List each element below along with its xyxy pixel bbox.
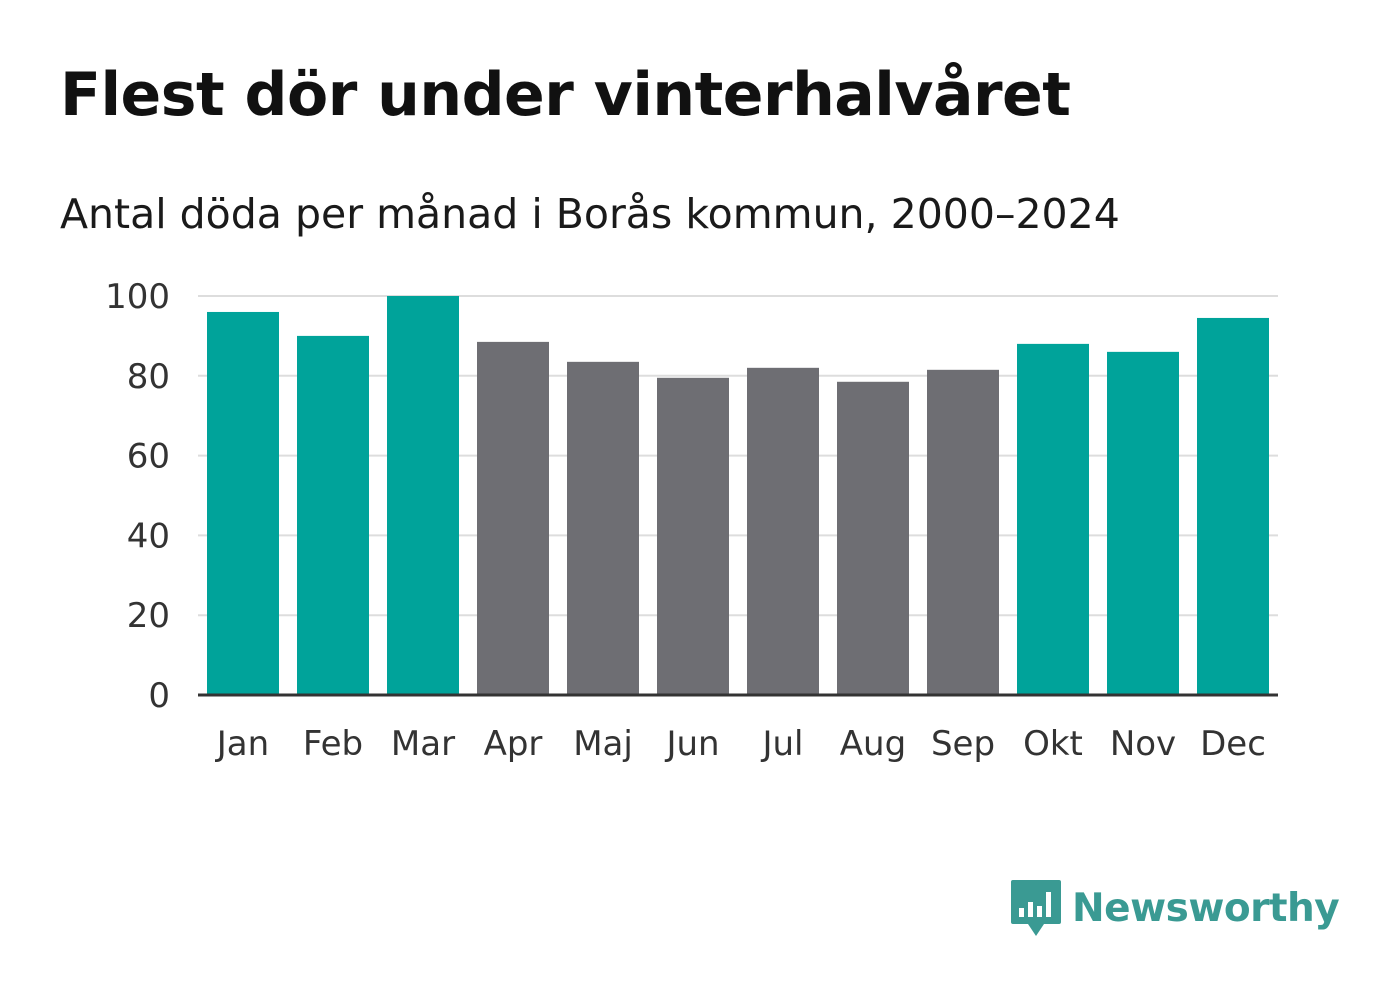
x-tick-label: Sep bbox=[931, 724, 995, 764]
chart-title: Flest dör under vinterhalvåret bbox=[60, 60, 1071, 130]
x-tick-label: Maj bbox=[573, 724, 633, 764]
bar-jan bbox=[207, 311, 279, 695]
x-tick-label: Jan bbox=[215, 724, 269, 764]
x-tick-label: Dec bbox=[1200, 724, 1266, 764]
x-tick-label: Jul bbox=[760, 724, 803, 764]
y-tick-label: 60 bbox=[127, 437, 170, 477]
bar-jul bbox=[747, 367, 819, 695]
y-tick-label: 80 bbox=[127, 357, 170, 397]
x-tick-label: Mar bbox=[391, 724, 455, 764]
bar-jun bbox=[657, 377, 729, 695]
bar-sep bbox=[927, 369, 999, 695]
logo-text: Newsworthy bbox=[1072, 885, 1340, 931]
bar-chart-speech-bubble-icon bbox=[1011, 880, 1061, 936]
x-tick-label: Apr bbox=[484, 724, 543, 764]
bar-maj bbox=[567, 361, 639, 695]
bar-apr bbox=[477, 341, 549, 695]
bar-aug bbox=[837, 381, 909, 695]
x-tick-label: Nov bbox=[1110, 724, 1176, 764]
y-tick-label: 20 bbox=[127, 596, 170, 636]
bar-okt bbox=[1017, 343, 1089, 695]
x-tick-label: Okt bbox=[1023, 724, 1083, 764]
y-tick-label: 40 bbox=[127, 516, 170, 556]
bar-dec bbox=[1197, 317, 1269, 695]
x-tick-label: Feb bbox=[303, 724, 363, 764]
bar-mar bbox=[387, 296, 459, 695]
y-tick-label: 100 bbox=[105, 277, 170, 317]
bar-feb bbox=[297, 335, 369, 695]
x-tick-label: Aug bbox=[840, 724, 906, 764]
y-tick-label: 0 bbox=[148, 676, 170, 716]
newsworthy-logo: Newsworthy bbox=[1010, 878, 1340, 938]
chart-subtitle: Antal döda per månad i Borås kommun, 200… bbox=[60, 190, 1120, 238]
bar-nov bbox=[1107, 351, 1179, 695]
x-tick-label: Jun bbox=[664, 724, 719, 764]
